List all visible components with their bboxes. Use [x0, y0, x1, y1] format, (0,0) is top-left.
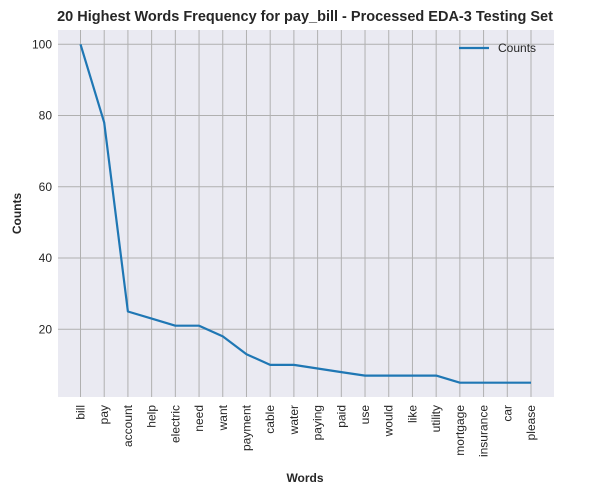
- y-tick-labels: 20 40 60 80 100: [32, 37, 52, 336]
- x-tick-label: pay: [97, 405, 111, 424]
- y-grid: [58, 43, 554, 330]
- x-tick-label: cable: [263, 405, 277, 434]
- x-tick-label: bill: [74, 405, 88, 420]
- legend: Counts: [459, 41, 536, 55]
- series-line-counts: [79, 43, 531, 384]
- x-tick-label: car: [500, 405, 514, 422]
- plot-area: [58, 30, 554, 397]
- y-tick-label: 60: [39, 180, 53, 194]
- x-axis-title: Words: [286, 471, 323, 485]
- legend-label-counts: Counts: [498, 41, 536, 55]
- x-tick-label: want: [216, 404, 230, 431]
- x-tick-label: help: [145, 405, 159, 428]
- x-tick-label: use: [358, 405, 372, 425]
- x-tick-label: paid: [334, 405, 348, 428]
- x-tick-label: need: [192, 405, 206, 432]
- x-tick-label: like: [405, 405, 419, 423]
- x-tick-label: would: [382, 405, 396, 437]
- x-tick-labels: bill pay account help electric need want paymen…: [74, 404, 539, 457]
- x-tick-label: payment: [239, 404, 253, 451]
- chart-title: 20 Highest Words Frequency for pay_bill …: [57, 9, 553, 25]
- x-tick-label: mortgage: [453, 405, 467, 456]
- y-tick-label: 40: [39, 251, 53, 265]
- x-grid: [80, 30, 532, 397]
- x-tick-label: account: [121, 404, 135, 447]
- x-tick-label: water: [287, 405, 301, 435]
- y-tick-label: 80: [39, 109, 53, 123]
- y-tick-label: 100: [32, 37, 52, 51]
- x-tick-label: utility: [429, 405, 443, 432]
- y-axis-title: Counts: [10, 193, 24, 235]
- x-tick-label: electric: [168, 405, 182, 443]
- x-tick-label: please: [524, 405, 538, 441]
- x-tick-label: insurance: [477, 405, 491, 457]
- x-tick-label: paying: [311, 405, 325, 440]
- y-tick-label: 20: [39, 322, 53, 336]
